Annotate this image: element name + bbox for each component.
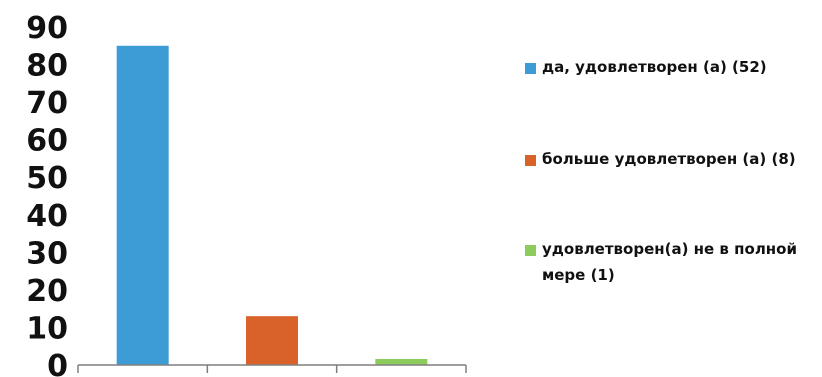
y-tick-label: 90 [26,11,68,46]
y-tick-label: 20 [26,274,68,309]
legend-swatch-2 [525,155,536,166]
legend-item-3: удовлетворен(а) не в полной мере (1) [525,240,812,288]
y-tick-label: 40 [26,199,68,234]
x-axis [77,364,467,373]
y-tick-label: 30 [26,236,68,271]
y-tick-label: 80 [26,49,68,84]
legend-item-2: больше удовлетворен (а) (8) [525,150,812,172]
legend-swatch-1 [525,63,536,74]
y-tick-label: 70 [26,86,68,121]
legend-label-1: да, удовлетворен (а) (52) [542,58,767,76]
legend-swatch-3 [525,245,536,256]
bar [246,316,298,365]
bar [116,45,169,366]
legend-label-3: удовлетворен(а) не в полной мере (1) [542,240,797,284]
y-tick-label: 60 [26,124,68,159]
bars [116,45,428,366]
y-tick-label: 0 [47,349,68,377]
bar [375,358,428,365]
legend-label-2: больше удовлетворен (а) (8) [542,150,796,168]
y-tick-label: 50 [26,161,68,196]
y-tick-label: 10 [26,311,68,346]
legend-item-1: да, удовлетворен (а) (52) [525,58,812,80]
